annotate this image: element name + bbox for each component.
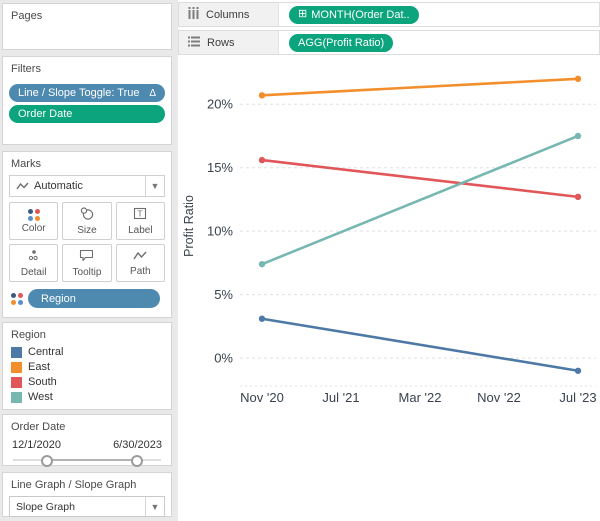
slider-handle-end[interactable] [131, 455, 144, 467]
plus-box-icon: ⊞ [298, 8, 308, 20]
pages-title: Pages [11, 10, 43, 22]
y-tick-label: 20% [207, 97, 233, 112]
slope-chart-view[interactable]: 0% 5% 10% 15% 20% Nov '20 Jul '21 Mar '22 Nov '2… [178, 56, 600, 521]
columns-pill-zone[interactable]: ⊞ MONTH(Order Dat.. [278, 3, 599, 26]
detail-button[interactable]: Detail [9, 244, 59, 282]
filter-pill-label: Line / Slope Toggle: True [18, 87, 140, 99]
x-tick-label: Jul '21 [322, 390, 359, 405]
rows-icon [188, 36, 200, 50]
text-label-icon: T [133, 207, 147, 223]
pill-month-order-date[interactable]: ⊞ MONTH(Order Dat.. [289, 5, 419, 24]
side-panel: Pages Filters Line / Slope Toggle: True … [0, 0, 178, 521]
path-line-icon [133, 250, 147, 264]
parameter-dropdown[interactable]: Slope Graph ▼ [9, 496, 165, 517]
series-line-south[interactable] [260, 158, 580, 199]
detail-dots-icon [27, 249, 41, 265]
marks-title: Marks [11, 158, 41, 170]
size-button[interactable]: Size [62, 202, 112, 240]
label-button[interactable]: T Label [115, 202, 165, 240]
filter-pill-order-date[interactable]: Order Date [9, 105, 165, 123]
series-point-south-end[interactable] [574, 193, 582, 201]
y-tick-label: 10% [207, 224, 233, 239]
legend-swatch [11, 361, 22, 373]
order-date-title: Order Date [11, 421, 66, 433]
series-point-central-start[interactable] [258, 315, 266, 322]
pill-agg-profit-ratio[interactable]: AGG(Profit Ratio) [289, 33, 394, 52]
color-legend-card: Region Central East South West [2, 322, 172, 410]
y-axis-title: Profit Ratio [182, 195, 196, 257]
filters-shelf[interactable]: Filters Line / Slope Toggle: True Δ Orde… [2, 56, 172, 145]
legend-item-east[interactable]: East [3, 359, 171, 374]
series-point-west-start[interactable] [258, 260, 266, 268]
marks-pill-region[interactable]: Region [28, 289, 160, 308]
color-dots-icon [11, 292, 23, 305]
color-button[interactable]: Color [9, 202, 59, 240]
rows-label: Rows [207, 36, 235, 49]
legend-swatch [11, 391, 22, 403]
mark-type-dropdown[interactable]: Automatic ▼ [9, 175, 165, 197]
series-point-east-end[interactable] [574, 75, 582, 83]
tooltip-bubble-icon [79, 249, 94, 265]
slope-chart[interactable]: 0% 5% 10% 15% 20% Nov '20 Jul '21 Mar '22 Nov '2… [178, 56, 600, 521]
svg-text:T: T [138, 208, 143, 218]
x-tick-label: Mar '22 [399, 390, 442, 405]
color-dots-icon [27, 208, 40, 221]
legend-swatch [11, 346, 22, 358]
filters-title: Filters [11, 63, 41, 75]
filter-pill-label: Order Date [18, 108, 73, 120]
marks-card: Marks Automatic ▼ Color Size [2, 151, 172, 318]
columns-label: Columns [206, 8, 250, 21]
x-tick-label: Jul '23 [559, 390, 596, 405]
range-start-value: 12/1/2020 [12, 439, 61, 451]
rows-pill-zone[interactable]: AGG(Profit Ratio) [278, 31, 599, 54]
columns-icon [188, 7, 199, 22]
legend-title: Region [11, 329, 46, 341]
series-line-east[interactable] [260, 77, 580, 97]
series-point-central-end[interactable] [574, 367, 582, 374]
series-point-south-start[interactable] [258, 156, 266, 164]
y-tick-label: 5% [214, 287, 233, 302]
y-tick-label: 0% [214, 351, 233, 366]
series-line-central[interactable] [260, 317, 580, 373]
legend-item-south[interactable]: South [3, 374, 171, 389]
series-point-west-end[interactable] [574, 132, 582, 140]
range-end-value: 6/30/2023 [113, 439, 162, 451]
mark-type-value: Automatic [34, 180, 83, 192]
legend-swatch [11, 376, 22, 388]
y-tick-label: 15% [207, 160, 233, 175]
chevron-down-icon[interactable]: ▼ [145, 497, 164, 516]
parameter-card: Line Graph / Slope Graph Slope Graph ▼ [2, 472, 172, 517]
series-point-east-start[interactable] [258, 92, 266, 99]
parameter-value: Slope Graph [16, 500, 75, 513]
columns-shelf[interactable]: Columns ⊞ MONTH(Order Dat.. [178, 2, 600, 27]
parameter-title: Line Graph / Slope Graph [11, 479, 137, 491]
legend-item-central[interactable]: Central [3, 344, 171, 359]
series-line-west[interactable] [260, 134, 580, 266]
tooltip-button[interactable]: Tooltip [62, 244, 112, 282]
slider-handle-start[interactable] [41, 455, 54, 467]
rows-shelf[interactable]: Rows AGG(Profit Ratio) [178, 30, 600, 55]
x-tick-label: Nov '20 [240, 390, 284, 405]
filter-pill-line-slope-toggle[interactable]: Line / Slope Toggle: True Δ [9, 84, 165, 102]
line-mark-icon [16, 181, 29, 191]
legend-item-west[interactable]: West [3, 389, 171, 404]
x-tick-label: Nov '22 [477, 390, 521, 405]
chevron-down-icon[interactable]: ▼ [145, 176, 164, 196]
slider-selected-range[interactable] [47, 459, 138, 461]
size-circles-icon [80, 206, 94, 223]
path-button[interactable]: Path [115, 244, 165, 282]
pages-shelf[interactable]: Pages [2, 3, 172, 50]
order-date-filter-card: Order Date 12/1/2020 6/30/2023 [2, 414, 172, 467]
date-range-slider[interactable] [13, 454, 161, 467]
delta-icon: Δ [149, 87, 156, 99]
